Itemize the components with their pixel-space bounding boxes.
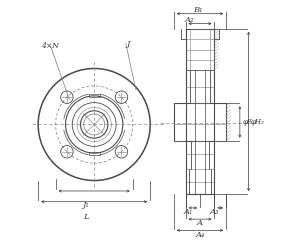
Text: A₁: A₁ [184, 208, 193, 216]
Text: A: A [197, 219, 203, 227]
Text: J₁: J₁ [82, 201, 89, 209]
Text: A₂: A₂ [185, 16, 194, 24]
Bar [190, 29, 210, 70]
Text: A₃: A₃ [210, 208, 219, 216]
Text: 4×N: 4×N [41, 42, 59, 50]
Bar [89, 94, 100, 97]
Text: A₄: A₄ [195, 231, 205, 239]
Bar [186, 29, 215, 70]
Text: J: J [126, 40, 130, 48]
Bar [89, 152, 100, 155]
Text: φF: φF [242, 118, 252, 125]
Text: φH₃: φH₃ [251, 118, 265, 125]
Text: B₁: B₁ [194, 6, 203, 14]
Text: L: L [83, 213, 88, 221]
Bar [186, 29, 215, 194]
Bar [174, 103, 226, 141]
